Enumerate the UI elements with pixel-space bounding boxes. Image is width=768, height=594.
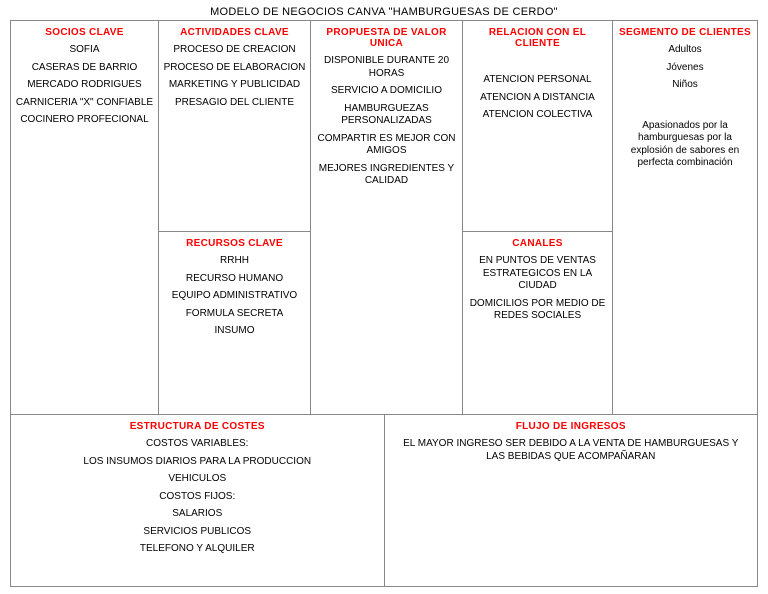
item: Adultos <box>617 44 753 57</box>
header-ingresos: FLUJO DE INGRESOS <box>393 421 750 432</box>
item: SOFIA <box>15 44 154 57</box>
item: EQUIPO ADMINISTRATIVO <box>163 290 306 303</box>
cell-ingresos: FLUJO DE INGRESOS EL MAYOR INGRESO SER D… <box>385 415 758 586</box>
canvas-bottom-row: ESTRUCTURA DE COSTES COSTOS VARIABLES: L… <box>11 414 757 586</box>
item: SERVICIO A DOMICILIO <box>315 85 458 98</box>
item: DISPONIBLE DURANTE 20 HORAS <box>315 55 458 80</box>
item: HAMBURGUEZAS PERSONALIZADAS <box>315 103 458 128</box>
header-socios: SOCIOS CLAVE <box>15 27 154 38</box>
cell-socios: SOCIOS CLAVE SOFIA CASERAS DE BARRIO MER… <box>11 21 158 138</box>
item: Jóvenes <box>617 62 753 75</box>
item: MEJORES INGREDIENTES Y CALIDAD <box>315 163 458 188</box>
item: PRESAGIO DEL CLIENTE <box>163 97 306 110</box>
header-segmento: SEGMENTO DE CLIENTES <box>617 27 753 38</box>
cell-recursos: RECURSOS CLAVE RRHH RECURSO HUMANO EQUIP… <box>159 231 310 349</box>
item: FORMULA SECRETA <box>163 308 306 321</box>
header-actividades: ACTIVIDADES CLAVE <box>163 27 306 38</box>
item: CASERAS DE BARRIO <box>15 62 154 75</box>
cell-costes: ESTRUCTURA DE COSTES COSTOS VARIABLES: L… <box>11 415 385 586</box>
cell-relacion: RELACION CON EL CLIENTE ATENCION PERSONA… <box>463 21 612 231</box>
col-socios: SOCIOS CLAVE SOFIA CASERAS DE BARRIO MER… <box>11 21 159 414</box>
item: EL MAYOR INGRESO SER DEBIDO A LA VENTA D… <box>393 438 750 463</box>
item: INSUMO <box>163 325 306 338</box>
header-propuesta: PROPUESTA DE VALOR UNICA <box>315 27 458 49</box>
canvas-title: MODELO DE NEGOCIOS CANVA "HAMBURGUESAS D… <box>10 6 758 18</box>
item: SERVICIOS PUBLICOS <box>19 526 376 539</box>
cell-canales: CANALES EN PUNTOS DE VENTAS ESTRATEGICOS… <box>463 231 612 334</box>
segment-note: Apasionados por la hamburguesas por la e… <box>617 120 753 170</box>
item: DOMICILIOS POR MEDIO DE REDES SOCIALES <box>467 298 608 323</box>
header-canales: CANALES <box>467 238 608 249</box>
cell-actividades: ACTIVIDADES CLAVE PROCESO DE CREACION PR… <box>159 21 310 231</box>
item: Niños <box>617 79 753 92</box>
header-costes: ESTRUCTURA DE COSTES <box>19 421 376 432</box>
item: COCINERO PROFECIONAL <box>15 114 154 127</box>
item: LOS INSUMOS DIARIOS PARA LA PRODUCCION <box>19 456 376 469</box>
item: ATENCION COLECTIVA <box>467 109 608 122</box>
col-actividades-recursos: ACTIVIDADES CLAVE PROCESO DE CREACION PR… <box>159 21 311 414</box>
item: PROCESO DE ELABORACION <box>163 62 306 75</box>
item: RECURSO HUMANO <box>163 273 306 286</box>
item: PROCESO DE CREACION <box>163 44 306 57</box>
item: EN PUNTOS DE VENTAS ESTRATEGICOS EN LA C… <box>467 255 608 293</box>
item: CARNICERIA "X" CONFIABLE <box>15 97 154 110</box>
col-relacion-canales: RELACION CON EL CLIENTE ATENCION PERSONA… <box>463 21 613 414</box>
item: SALARIOS <box>19 508 376 521</box>
cell-propuesta: PROPUESTA DE VALOR UNICA DISPONIBLE DURA… <box>311 21 462 199</box>
item: MERCADO RODRIGUES <box>15 79 154 92</box>
header-relacion: RELACION CON EL CLIENTE <box>467 27 608 49</box>
canvas-top-row: SOCIOS CLAVE SOFIA CASERAS DE BARRIO MER… <box>11 21 757 414</box>
item: COMPARTIR ES MEJOR CON AMIGOS <box>315 133 458 158</box>
item: RRHH <box>163 255 306 268</box>
header-recursos: RECURSOS CLAVE <box>163 238 306 249</box>
business-model-canvas: SOCIOS CLAVE SOFIA CASERAS DE BARRIO MER… <box>10 20 758 587</box>
cell-segmento: SEGMENTO DE CLIENTES Adultos Jóvenes Niñ… <box>613 21 757 181</box>
item: MARKETING Y PUBLICIDAD <box>163 79 306 92</box>
item: VEHICULOS <box>19 473 376 486</box>
item: TELEFONO Y ALQUILER <box>19 543 376 556</box>
item: ATENCION A DISTANCIA <box>467 92 608 105</box>
item: ATENCION PERSONAL <box>467 74 608 87</box>
item: COSTOS FIJOS: <box>19 491 376 504</box>
col-propuesta: PROPUESTA DE VALOR UNICA DISPONIBLE DURA… <box>311 21 463 414</box>
col-segmento: SEGMENTO DE CLIENTES Adultos Jóvenes Niñ… <box>613 21 757 414</box>
item: COSTOS VARIABLES: <box>19 438 376 451</box>
